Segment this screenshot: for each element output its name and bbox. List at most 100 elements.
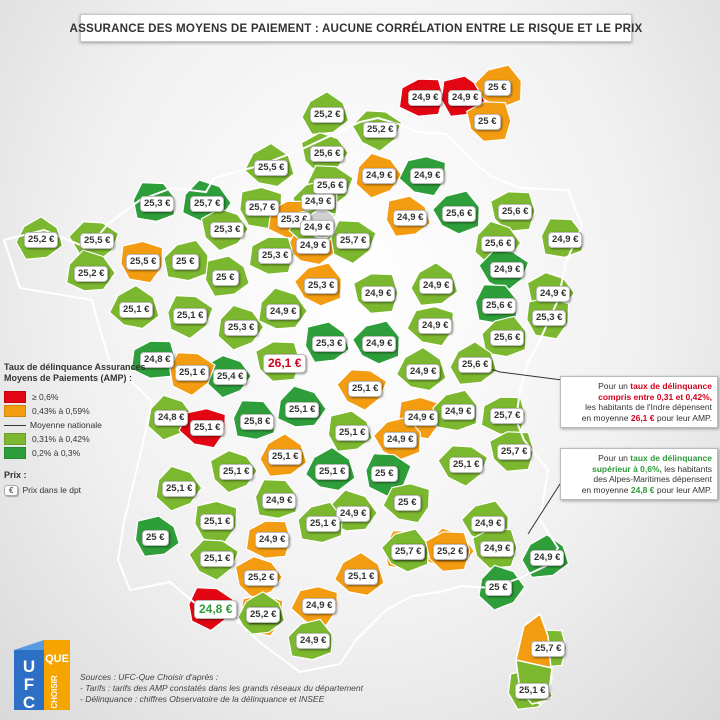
callout-alpes-maritimes: Pour un taux de délinquance supérieur à … (560, 448, 718, 500)
department-price-label: 25,1 € (268, 449, 303, 465)
department-price-label: 24,9 € (404, 410, 439, 426)
sources: Sources : UFC-Que Choisir d'après : - Ta… (80, 672, 440, 705)
department-price-label: 25,6 € (490, 330, 525, 346)
department-price-label: 24,9 € (530, 550, 565, 566)
department-price-label: 24,9 € (361, 286, 396, 302)
department-price-label: 25,3 € (312, 336, 347, 352)
callout-text: Pour un (598, 453, 631, 463)
department-price-label: 25,1 € (162, 481, 197, 497)
department-price-label: 25,6 € (482, 298, 517, 314)
callout-text: Pour un (598, 381, 631, 391)
department-price-label: 24,9 € (301, 194, 336, 210)
department-price-label: 25,2 € (433, 544, 468, 560)
department-price-label: 24,9 € (296, 633, 331, 649)
department-price-label: 24,9 € (393, 210, 428, 226)
department-price-label: 24,9 € (448, 90, 483, 106)
callout-highlight: taux de délinquance (630, 453, 712, 463)
department-price-label: 25,1 € (335, 425, 370, 441)
department-price-label: 25,1 € (344, 569, 379, 585)
department-price-label: 24,9 € (262, 493, 297, 509)
department-price-label: 25,6 € (310, 146, 345, 162)
department-price-label: 25,2 € (24, 232, 59, 248)
department-price-label: 25,6 € (481, 236, 516, 252)
department-price-label: 24,9 € (296, 238, 331, 254)
legend-item-red: ≥ 0,6% (4, 390, 164, 404)
legend-label: 0,43% à 0,59% (32, 406, 90, 416)
department-price-label: 24,9 € (441, 404, 476, 420)
legend-prix-label: Prix dans le dpt (22, 485, 82, 495)
logo-que: QUE (45, 653, 69, 665)
department-price-label: 25,3 € (532, 310, 567, 326)
department-price-label: 25,5 € (254, 160, 289, 176)
legend-label: Moyenne nationale (30, 420, 102, 430)
department-price-label: 25,7 € (190, 196, 225, 212)
department-price-label: 26,1 € (263, 354, 307, 373)
department-price-label: 25,3 € (258, 248, 293, 264)
department-price-label: 25,8 € (240, 414, 275, 430)
department-price-label: 25,7 € (245, 200, 280, 216)
legend-swatch-red (4, 391, 26, 403)
legend-swatch-orange (4, 405, 26, 417)
department-price-label: 25,2 € (363, 122, 398, 138)
legend-title: Taux de délinquance Assurances Moyens de… (4, 362, 146, 383)
department-price-label: 24,9 € (336, 506, 371, 522)
ufc-que-choisir-logo: U F C QUE CHOISIR (14, 640, 70, 712)
department-price-label: 25,1 € (175, 365, 210, 381)
department-price-label: 25,3 € (224, 320, 259, 336)
callout-indre: Pour un taux de délinquance compris entr… (560, 376, 718, 428)
department-price-label: 24,9 € (471, 516, 506, 532)
department-price-label: 24,9 € (406, 364, 441, 380)
department-price-label: 24,8 € (194, 600, 238, 619)
legend-item-darkgreen: 0,2% à 0,3% (4, 446, 164, 460)
department-price-label: 25,1 € (173, 308, 208, 324)
callout-highlight: supérieur à 0,6%, (591, 463, 662, 474)
department-price-label: 25,1 € (200, 551, 235, 567)
department-price-label: 24,9 € (536, 286, 571, 302)
department-price-label: 25,7 € (336, 233, 371, 249)
legend: Taux de délinquance Assurances Moyens de… (4, 362, 164, 497)
department-price-label: 25,1 € (515, 683, 550, 699)
logo-c: C (23, 693, 35, 712)
department-price-label: 25 € (172, 254, 199, 270)
department-price-label: 24,9 € (490, 262, 525, 278)
department-price-label: 25,1 € (219, 464, 254, 480)
department-price-label: 25,2 € (246, 607, 281, 623)
department-price-label: 25,7 € (531, 641, 566, 657)
department-price-label: 25 € (212, 270, 239, 286)
legend-label: ≥ 0,6% (32, 392, 59, 402)
callout-text: des Alpes-Maritimes dépensent (593, 474, 712, 484)
callout-text: en moyenne (581, 412, 631, 423)
department-price-label: 25,6 € (458, 357, 493, 373)
department-price-label: 25,1 € (449, 457, 484, 473)
legend-label: 0,31% à 0,42% (32, 434, 90, 444)
department-price-label: 24,9 € (418, 318, 453, 334)
callout-highlight: compris entre 0,31 et 0,42%, (598, 391, 712, 402)
department-price-label: 25,2 € (74, 266, 109, 282)
department-price-label: 24,9 € (480, 541, 515, 557)
department-price-label: 24,9 € (302, 598, 337, 614)
sources-line: - Délinquance : chiffres Observatoire de… (80, 694, 325, 704)
department-price-label: 25,1 € (200, 514, 235, 530)
department-price-label: 25,2 € (244, 570, 279, 586)
department-price-label: 25,6 € (442, 206, 477, 222)
legend-prix-title: Prix : (4, 470, 27, 480)
department-price-label: 25,1 € (306, 516, 341, 532)
department-price-label: 24,8 € (154, 410, 189, 426)
department-price-label: 25,5 € (126, 254, 161, 270)
department-price-label: 24,9 € (383, 432, 418, 448)
legend-line (4, 424, 26, 426)
callout-highlight: 24,8 € (630, 484, 655, 495)
legend-swatch-lightgreen (4, 433, 26, 445)
logo-f: F (24, 675, 34, 694)
callout-text: pour leur AMP. (654, 412, 712, 423)
logo-u: U (23, 657, 35, 676)
department-price-label: 24,9 € (410, 168, 445, 184)
department-price-label: 24,9 € (408, 90, 443, 106)
department-price-label: 24,9 € (255, 532, 290, 548)
department-price-label: 25,3 € (210, 222, 245, 238)
department-price-label: 25 € (142, 530, 169, 546)
callout-text: les habitants (661, 463, 712, 474)
department-price-label: 25,3 € (304, 278, 339, 294)
callout-text: pour leur AMP. (654, 484, 712, 495)
legend-swatch-darkgreen (4, 447, 26, 459)
